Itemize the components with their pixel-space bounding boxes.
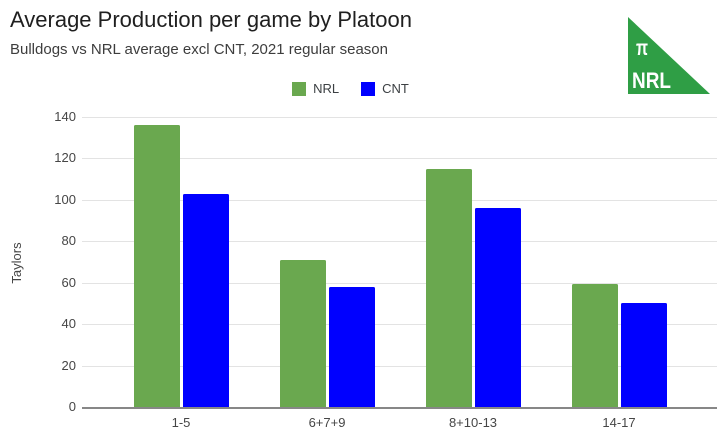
logo-pi-symbol: π: [636, 37, 648, 60]
gridline-100: [82, 199, 717, 201]
gridline-20: [82, 365, 717, 367]
bar-cnt-6+7+9[interactable]: [328, 286, 375, 407]
y-tick-label-40: 40: [61, 316, 76, 332]
y-tick-label-0: 0: [68, 399, 76, 414]
y-tick-label-120: 120: [54, 150, 76, 166]
bar-nrl-1-5[interactable]: [133, 125, 180, 407]
x-tick-label-14-17: 14-17: [602, 415, 636, 430]
legend-item-cnt[interactable]: CNT: [361, 81, 409, 96]
bar-nrl-6+7+9[interactable]: [279, 259, 326, 407]
legend-swatch-cnt: [361, 81, 376, 96]
bar-cnt-8+10-13[interactable]: [474, 208, 521, 407]
x-tick-label-8+10-13: 8+10-13: [448, 415, 498, 430]
bar-cnt-14-17[interactable]: [620, 303, 667, 407]
logo-nrl-text: NRL: [632, 68, 671, 93]
legend-label-nrl: NRL: [313, 81, 340, 96]
y-tick-label-100: 100: [54, 191, 76, 207]
legend-swatch-nrl: [292, 81, 307, 96]
gridline-120: [82, 158, 717, 160]
y-tick-label-20: 20: [61, 357, 76, 373]
y-tick-label-80: 80: [61, 233, 76, 249]
gridline-80: [82, 241, 717, 243]
logo-triangle: [628, 17, 710, 94]
gridline-60: [82, 282, 717, 284]
legend: NRL CNT: [0, 81, 728, 96]
gridline-140: [82, 117, 717, 118]
x-tick-label-6+7+9: 6+7+9: [308, 415, 346, 430]
chart-title: Average Production per game by Platoon: [10, 7, 412, 32]
chart-subtitle: Bulldogs vs NRL average excl CNT, 2021 r…: [10, 41, 388, 58]
y-tick-label-60: 60: [61, 274, 76, 290]
legend-item-nrl[interactable]: NRL: [292, 81, 339, 96]
gridline-40: [82, 324, 717, 326]
bar-nrl-8+10-13[interactable]: [425, 168, 472, 407]
pi-nrl-logo: π NRL: [628, 17, 710, 94]
bar-nrl-14-17[interactable]: [571, 283, 618, 407]
x-tick-label-1-5: 1-5: [171, 415, 191, 430]
legend-label-cnt: CNT: [382, 81, 409, 96]
y-tick-label-140: 140: [54, 109, 76, 124]
y-axis-title: Taylors: [9, 242, 24, 284]
plot-area: [82, 117, 717, 409]
bar-cnt-1-5[interactable]: [182, 193, 229, 407]
